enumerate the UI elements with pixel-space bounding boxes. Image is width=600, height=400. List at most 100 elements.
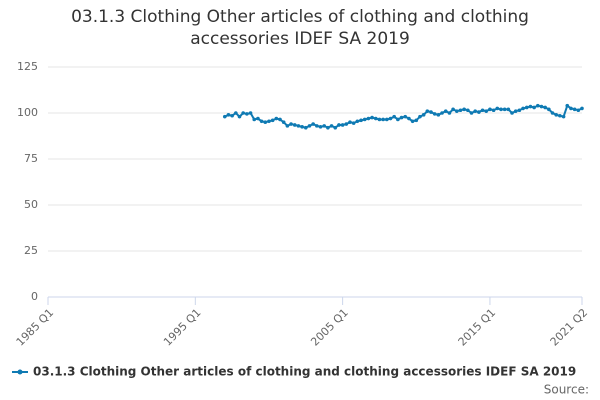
data-point <box>289 122 293 126</box>
y-tick-label: 100 <box>17 106 38 119</box>
data-point <box>495 106 500 111</box>
data-point <box>396 117 400 122</box>
data-point <box>539 104 544 109</box>
data-point <box>351 121 356 125</box>
x-tick-label: 2015 Q1 <box>456 306 499 349</box>
data-point <box>311 122 315 126</box>
data-point <box>517 108 522 113</box>
data-point <box>373 116 378 121</box>
data-point <box>429 110 433 114</box>
data-point <box>285 124 290 128</box>
data-point <box>473 109 478 113</box>
data-point <box>315 124 319 128</box>
data-point <box>245 112 249 116</box>
data-point <box>543 105 547 110</box>
data-point <box>340 123 345 127</box>
series-line <box>224 104 583 129</box>
data-point <box>469 111 474 115</box>
data-point <box>256 116 260 121</box>
y-tick-label: 25 <box>24 244 38 257</box>
data-point <box>263 120 268 124</box>
data-point <box>241 111 245 115</box>
data-point <box>410 119 415 124</box>
data-point <box>462 107 466 112</box>
x-tick-label: 2021 Q2 <box>548 306 591 349</box>
y-tick-label: 50 <box>24 198 38 211</box>
data-point <box>443 109 448 113</box>
data-point <box>510 111 514 115</box>
data-point <box>499 107 503 112</box>
legend-marker <box>17 369 23 375</box>
data-point <box>226 113 231 117</box>
data-point <box>322 124 327 128</box>
data-point <box>466 108 470 113</box>
data-point <box>440 111 444 115</box>
data-point <box>274 116 279 121</box>
x-tick-label: 1985 Q1 <box>14 306 57 349</box>
y-tick-label: 75 <box>24 152 38 165</box>
data-point <box>359 118 363 123</box>
data-point <box>524 105 529 110</box>
data-point <box>547 107 551 112</box>
data-point <box>385 117 389 122</box>
data-point <box>421 113 426 117</box>
data-point <box>377 117 382 122</box>
data-point <box>333 125 338 130</box>
data-point <box>488 107 492 112</box>
data-point <box>454 109 459 113</box>
data-point <box>480 108 485 113</box>
data-point <box>580 106 584 111</box>
data-point <box>532 105 536 110</box>
data-point <box>222 114 227 119</box>
data-point <box>436 113 441 117</box>
data-point <box>558 113 562 118</box>
data-point <box>536 103 540 108</box>
data-point <box>326 125 330 130</box>
data-point <box>447 111 452 115</box>
data-point <box>318 125 323 129</box>
data-point <box>392 114 396 119</box>
x-tick-label: 2005 Q1 <box>308 306 351 349</box>
data-point <box>248 111 253 115</box>
data-point <box>425 109 430 113</box>
data-point <box>237 114 242 119</box>
data-point <box>362 117 367 122</box>
data-point <box>576 108 581 113</box>
data-point <box>407 116 411 121</box>
data-point <box>292 123 297 127</box>
data-point <box>451 107 455 112</box>
chart-title: 03.1.3 Clothing Other articles of clothi… <box>71 7 529 49</box>
data-point <box>267 119 271 124</box>
data-point <box>278 117 282 122</box>
data-point <box>329 124 334 128</box>
data-point <box>513 109 518 113</box>
data-point <box>569 106 573 111</box>
y-tick-label: 125 <box>17 60 38 73</box>
data-point <box>259 119 264 124</box>
data-point <box>344 122 349 126</box>
data-point <box>370 115 374 120</box>
legend-label: 03.1.3 Clothing Other articles of clothi… <box>33 365 576 379</box>
y-tick-label: 0 <box>31 290 38 303</box>
data-point <box>528 104 533 109</box>
data-point <box>388 116 393 121</box>
data-point <box>414 118 419 123</box>
data-point <box>270 118 275 123</box>
data-point <box>572 107 577 112</box>
data-point <box>366 116 371 121</box>
data-point <box>337 123 341 127</box>
data-point <box>502 107 507 112</box>
data-point <box>458 108 463 113</box>
data-point <box>550 111 555 115</box>
data-point <box>506 107 511 112</box>
data-point <box>521 106 525 111</box>
data-point <box>307 124 312 128</box>
data-point <box>234 111 238 115</box>
data-point <box>381 117 385 122</box>
data-point <box>348 120 352 124</box>
data-point <box>230 113 234 118</box>
data-point <box>355 119 360 124</box>
data-point <box>252 117 257 122</box>
